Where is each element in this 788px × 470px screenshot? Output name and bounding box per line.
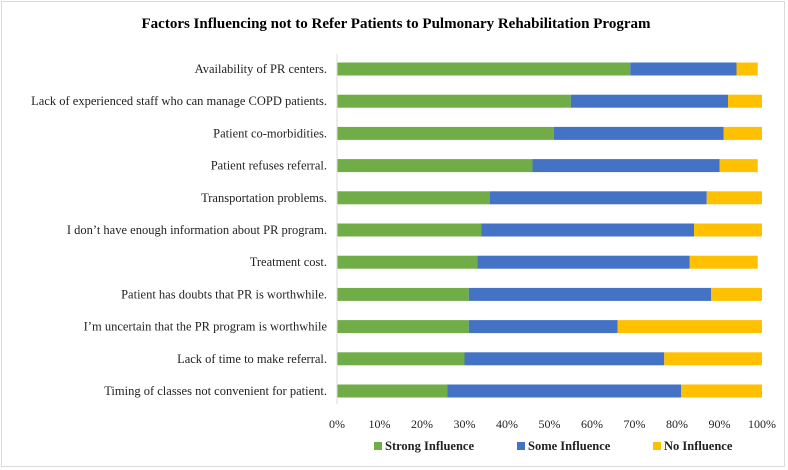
bar-no-influence xyxy=(723,126,762,140)
legend: Strong Influence Some Influence No Influen… xyxy=(374,439,733,453)
bar-some-influence xyxy=(570,94,728,108)
category-label: Patient refuses referral. xyxy=(211,159,327,173)
category-label: Lack of experienced staff who can manage… xyxy=(31,94,327,108)
bar-no-influence xyxy=(689,255,758,269)
bar-some-influence xyxy=(532,159,720,173)
bar-no-influence xyxy=(664,352,762,366)
legend-swatch-no-influence xyxy=(653,442,661,450)
bar-no-influence xyxy=(711,287,762,301)
bar-no-influence xyxy=(736,62,758,76)
bar-some-influence xyxy=(468,320,618,334)
x-tick-label: 60% xyxy=(581,417,603,431)
bar-some-influence xyxy=(464,352,665,366)
legend-label-some-influence: Some Influence xyxy=(528,439,611,453)
bar-some-influence xyxy=(630,62,737,76)
bar-some-influence xyxy=(490,191,707,205)
x-tick-label: 100% xyxy=(748,417,776,431)
category-label: I’m uncertain that the PR program is wor… xyxy=(84,320,328,334)
bar-strong-influence xyxy=(337,191,490,205)
x-tick-label: 30% xyxy=(454,417,476,431)
x-tick-label: 80% xyxy=(666,417,688,431)
legend-label-no-influence: No Influence xyxy=(664,439,733,453)
bar-some-influence xyxy=(477,255,690,269)
bar-strong-influence xyxy=(337,223,482,237)
bar-some-influence xyxy=(447,384,682,398)
bar-some-influence xyxy=(468,287,711,301)
bar-no-influence xyxy=(728,94,762,108)
x-tick-label: 20% xyxy=(411,417,433,431)
category-label: Lack of time to make referral. xyxy=(177,352,327,366)
category-label: Treatment cost. xyxy=(250,255,327,269)
legend-label-strong-influence: Strong Influence xyxy=(385,439,474,453)
x-tick-label: 50% xyxy=(539,417,561,431)
bar-no-influence xyxy=(694,223,762,237)
bar-no-influence xyxy=(617,320,762,334)
bar-strong-influence xyxy=(337,352,465,366)
x-tick-label: 70% xyxy=(624,417,646,431)
category-label: Patient has doubts that PR is worthwhile… xyxy=(121,287,327,301)
bar-strong-influence xyxy=(337,94,571,108)
bar-no-influence xyxy=(681,384,762,398)
category-label: Patient co-morbidities. xyxy=(213,126,327,140)
x-tick-label: 0% xyxy=(329,417,345,431)
bar-some-influence xyxy=(481,223,694,237)
bar-no-influence xyxy=(719,159,758,173)
bar-some-influence xyxy=(553,126,724,140)
category-labels: Availability of PR centers. Lack of exper… xyxy=(31,62,327,398)
bar-strong-influence xyxy=(337,320,469,334)
bar-strong-influence xyxy=(337,62,631,76)
bar-no-influence xyxy=(706,191,762,205)
bars-group xyxy=(337,62,762,398)
legend-swatch-strong-influence xyxy=(374,442,382,450)
x-tick-label: 90% xyxy=(709,417,731,431)
x-tick-labels: 0% 10% 20% 30% 40% 50% 60% 70% 80% 90% 100% xyxy=(329,417,776,431)
bar-strong-influence xyxy=(337,159,533,173)
chart-title: Factors Influencing not to Refer Patient… xyxy=(142,16,651,32)
x-tick-label: 40% xyxy=(496,417,518,431)
bar-strong-influence xyxy=(337,384,448,398)
legend-swatch-some-influence xyxy=(517,442,525,450)
x-tick-label: 10% xyxy=(369,417,391,431)
bar-strong-influence xyxy=(337,255,478,269)
category-label: Availability of PR centers. xyxy=(195,62,327,76)
category-label: Timing of classes not convenient for pat… xyxy=(104,384,327,398)
category-label: I don’t have enough information about PR… xyxy=(67,223,327,237)
bar-strong-influence xyxy=(337,126,554,140)
category-label: Transportation problems. xyxy=(201,191,327,205)
bar-strong-influence xyxy=(337,287,469,301)
